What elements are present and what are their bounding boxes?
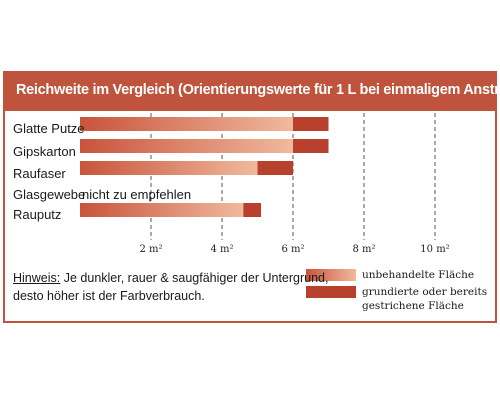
legend-swatch-treated	[306, 286, 356, 298]
category-label-glasgewebe: Glasgewebe	[13, 187, 86, 202]
x-tick-label-10: 10 m²	[420, 244, 449, 255]
bar-untreated-glatte-putze	[80, 117, 293, 131]
bar-treated-rauputz	[243, 203, 262, 217]
category-label-gipskarton: Gipskarton	[13, 144, 76, 159]
x-tick-label-4: 4 m²	[210, 244, 233, 255]
bar-treated-raufaser	[257, 161, 293, 175]
legend-label-untreated: unbehandelte Fläche	[362, 269, 475, 281]
category-label-glatte-putze: Glatte Putze	[13, 121, 85, 136]
hint-text: Hinweis: Je dunkler, rauer & saugfähiger…	[13, 269, 328, 305]
bar-treated-glatte-putze	[293, 117, 329, 131]
category-label-rauputz: Rauputz	[13, 207, 62, 222]
x-tick-label-6: 6 m²	[281, 244, 304, 255]
chart-title: Reichweite im Vergleich (Orientierungswe…	[16, 82, 500, 98]
x-tick-label-8: 8 m²	[352, 244, 375, 255]
hint-line2: desto höher ist der Farbverbrauch.	[13, 289, 205, 303]
bar-untreated-raufaser	[80, 161, 258, 175]
bar-untreated-rauputz	[80, 203, 244, 217]
bar-treated-gipskarton	[293, 139, 329, 153]
bar-untreated-gipskarton	[80, 139, 293, 153]
legend-swatch-untreated	[306, 269, 356, 281]
glasgewebe-annotation: nicht zu empfehlen	[82, 187, 192, 202]
category-label-raufaser: Raufaser	[13, 166, 66, 181]
x-tick-label-2: 2 m²	[139, 244, 162, 255]
hint-line1: Je dunkler, rauer & saugfähiger der Unte…	[63, 271, 329, 285]
chart-header	[3, 71, 497, 111]
legend-label-treated: grundierte oder bereits gestrichene Fläc…	[362, 286, 488, 312]
hint-label: Hinweis:	[13, 271, 61, 285]
